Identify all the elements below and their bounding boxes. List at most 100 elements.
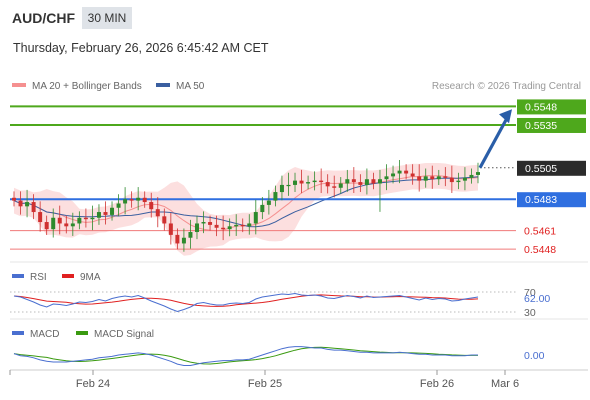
candle-body — [90, 217, 95, 220]
candle-body — [404, 170, 409, 174]
macd-signal-line — [13, 346, 478, 365]
candle-body — [430, 176, 435, 180]
ma50-swatch — [156, 83, 170, 88]
candle-body — [116, 203, 121, 208]
target-arrow-head — [499, 109, 512, 124]
chart-header: AUD/CHF 30 MIN — [0, 0, 590, 36]
candle-body — [443, 176, 448, 178]
rsi-ma-line — [13, 294, 479, 307]
legend-macd-signal: MACD Signal — [76, 329, 154, 340]
candle-body — [449, 177, 454, 183]
candle-body — [377, 179, 382, 184]
candle-body — [136, 197, 141, 201]
candle-body — [391, 173, 396, 177]
candle-body — [293, 180, 298, 185]
candle-body — [96, 212, 101, 218]
legend-ma50: MA 50 — [156, 81, 204, 92]
level-tag-0.5548 — [517, 99, 586, 115]
legend-rsi-ma-label: 9MA — [80, 272, 101, 283]
level-tag-0.5483 — [517, 192, 586, 208]
candle-body — [129, 199, 134, 201]
candle-body — [364, 179, 369, 185]
ma50-line — [13, 176, 479, 228]
candle-body — [253, 212, 258, 224]
candle-body — [38, 212, 43, 223]
candle-body — [423, 176, 428, 181]
candle-body — [456, 180, 461, 183]
candle-body — [332, 186, 337, 188]
legend-rsi: RSI — [12, 272, 47, 283]
legend-ma20-label: MA 20 + Bollinger Bands — [32, 81, 142, 92]
x-tick-label: Feb 26 — [420, 378, 454, 390]
macd-line — [13, 346, 478, 366]
candle-body — [286, 184, 291, 187]
last-price-label: 0.5505 — [525, 163, 557, 175]
candle-body — [12, 197, 16, 201]
candle-body — [188, 232, 193, 238]
level-label-0.5548: 0.5548 — [525, 101, 557, 113]
candle-body — [351, 179, 356, 183]
candle-body — [273, 192, 278, 201]
candle-body — [319, 180, 324, 183]
candle-body — [181, 237, 186, 244]
candle-body — [345, 179, 350, 184]
candle-body — [175, 234, 180, 244]
candle-body — [214, 224, 219, 228]
level-tag-0.5535 — [517, 117, 586, 133]
level-label-0.5461: 0.5461 — [524, 226, 556, 238]
level-label-0.5483: 0.5483 — [525, 194, 557, 206]
rsi-swatch — [12, 274, 24, 279]
candle-body — [227, 226, 232, 230]
candle-body — [299, 180, 304, 184]
candle-body — [103, 212, 108, 215]
candle-body — [436, 176, 441, 180]
target-arrow-shaft — [478, 115, 510, 169]
candle-body — [266, 200, 271, 205]
candle-body — [240, 224, 245, 227]
rsi-ma-swatch — [62, 274, 74, 279]
symbol-title: AUD/CHF — [12, 10, 75, 26]
macd-signal-swatch — [76, 331, 88, 336]
candle-body — [77, 217, 82, 224]
rsi-tick-70: 70 — [524, 287, 536, 299]
timestamp: Thursday, February 26, 2026 6:45:42 AM C… — [13, 41, 269, 55]
x-tick-label: Feb 24 — [76, 378, 110, 390]
macd-swatch — [12, 331, 24, 336]
candle-body — [462, 177, 467, 181]
legend-rsi-ma: 9MA — [62, 272, 101, 283]
candle-body — [208, 222, 213, 225]
candle-body — [142, 197, 147, 203]
legend-macd-signal-label: MACD Signal — [94, 329, 155, 340]
rsi-tick-30: 30 — [524, 307, 536, 319]
legend-rsi-label: RSI — [30, 272, 47, 283]
candle-body — [162, 216, 167, 224]
candle-body — [44, 222, 49, 230]
candle-body — [234, 224, 239, 227]
candle-body — [64, 223, 69, 227]
candle-body — [149, 202, 154, 210]
legend-macd-label: MACD — [30, 329, 60, 340]
candle-body — [338, 183, 343, 188]
x-tick-label: Mar 6 — [491, 378, 519, 390]
candle-body — [371, 179, 376, 184]
last-price-tag — [517, 160, 586, 176]
candle-body — [25, 202, 30, 207]
candle-body — [384, 176, 389, 180]
candle-body — [279, 184, 284, 193]
candle-body — [417, 176, 422, 181]
candle-body — [168, 223, 173, 235]
candle-body — [260, 204, 265, 213]
rsi-line — [13, 292, 479, 313]
candle-body — [221, 227, 226, 230]
timeframe-badge[interactable]: 30 MIN — [82, 7, 132, 29]
candle-body — [83, 217, 88, 220]
legend-ma20: MA 20 + Bollinger Bands — [12, 81, 142, 92]
level-label-0.5535: 0.5535 — [525, 120, 557, 132]
candle-body — [201, 222, 206, 224]
candles-group — [12, 159, 480, 252]
ma20-swatch — [12, 83, 26, 88]
candle-body — [110, 207, 115, 215]
candle-body — [306, 182, 311, 184]
legend-ma50-label: MA 50 — [176, 81, 205, 92]
